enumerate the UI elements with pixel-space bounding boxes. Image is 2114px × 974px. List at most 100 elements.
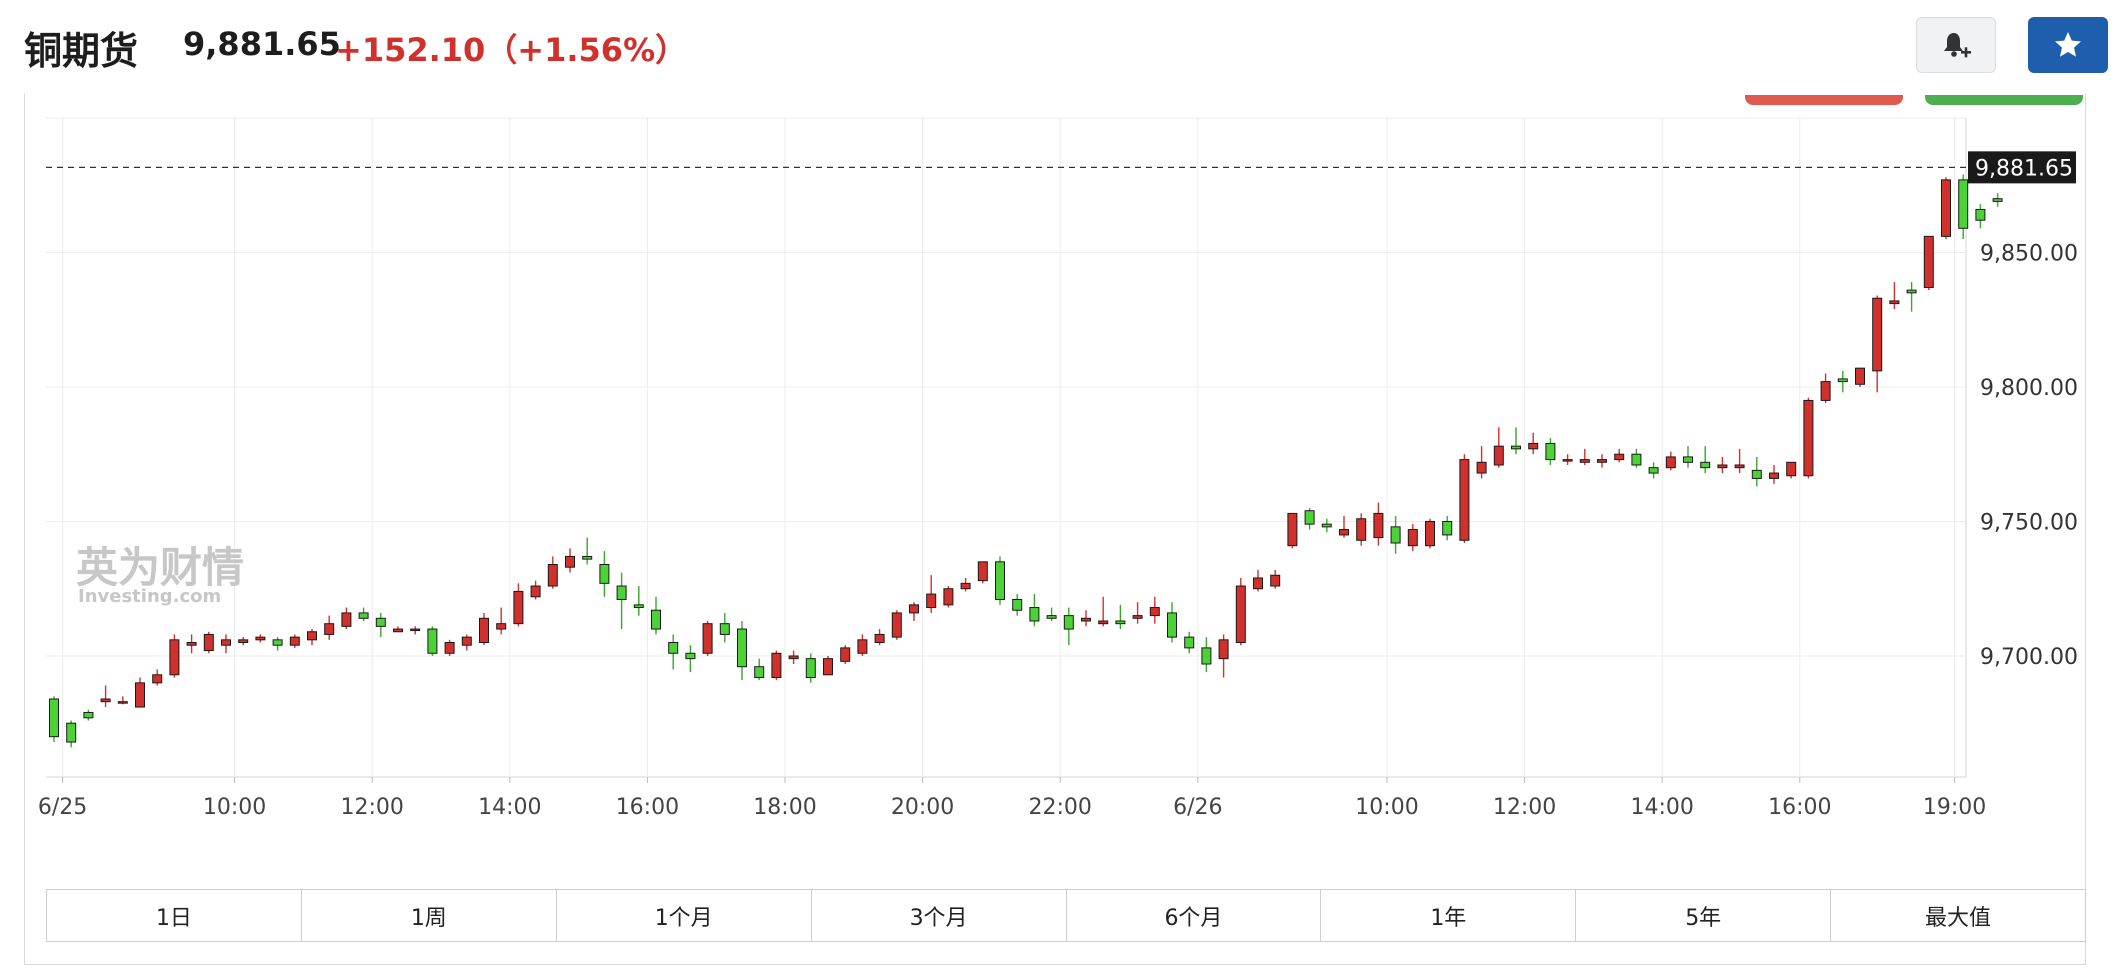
tab-6m[interactable]: 6个月 [1067,890,1322,941]
candle-body [1872,297,1883,372]
candle [1631,448,1642,468]
candle-body [1407,529,1418,547]
tab-max[interactable]: 最大值 [1925,905,1992,931]
candle-body [1855,367,1865,385]
candle-body [1012,598,1023,611]
candle-body [1941,179,1951,237]
candle [1459,454,1470,543]
candle [135,677,145,708]
candle-body [771,652,782,678]
candle-body [874,633,885,644]
y-tick-label: 9,750.00 [1980,510,2078,535]
candle [49,696,59,743]
candle-body [1235,585,1246,644]
candle [1545,438,1556,465]
candle [874,629,885,646]
candle [1407,524,1418,552]
candle-body [1683,456,1693,463]
candle-body [805,658,816,678]
last-price-tag [1968,151,2076,184]
candle-body [1442,520,1453,536]
add-alert-button[interactable] [1916,17,1996,73]
candle-body [1511,445,1521,450]
candle [513,583,524,627]
candle [1889,282,1900,309]
candle-body [1751,469,1762,479]
candle-body [943,588,954,606]
candle-body [1476,461,1487,474]
candle [1029,594,1040,627]
candle [1975,204,1986,229]
favorite-button[interactable] [2028,17,2108,73]
candle [1786,461,1797,479]
candle-body [1906,289,1917,294]
candle-body [1769,472,1779,479]
watermark: 英为财情 Investing.com [76,543,244,607]
bell-plus-icon [1944,33,1971,58]
sell-button[interactable] [1745,95,1903,105]
candle [393,626,403,633]
candle-body [616,585,627,600]
tab-5y[interactable]: 5年 [1576,890,1832,941]
candle-body [547,564,558,587]
candle-body [530,585,541,598]
candle-body [1184,636,1195,649]
candle [221,634,231,654]
candle [496,607,507,635]
y-tick-label: 9,850.00 [1980,241,2078,266]
candle-body [49,698,59,738]
tab-1d[interactable]: 1日 [47,890,302,941]
x-tick-label: 6/25 [38,795,87,820]
candle [324,615,335,640]
candle [1287,512,1298,549]
candle-body [737,628,747,668]
candle-body [117,701,128,704]
candle [1476,446,1487,479]
y-tick-label: 9,700.00 [1980,645,2078,670]
tab-1y[interactable]: 1年 [1321,890,1577,941]
candle-body [1132,615,1143,619]
candle [1906,282,1917,312]
star-icon [2055,32,2081,57]
tab-1w[interactable]: 1周 [302,890,557,941]
candle [1356,513,1367,546]
candle-body [565,555,575,568]
candle [272,637,283,651]
candle [1304,508,1315,530]
candle [943,586,954,608]
tab-1m[interactable]: 1个月 [557,890,812,941]
candle-body [1253,577,1263,590]
candle [427,626,438,656]
candle [599,551,610,597]
candlestick-chart[interactable]: 英为财情 Investing.com 9,881.65 9,700.00 9,75… [0,0,2114,880]
candle [1442,516,1453,541]
x-tick-label: 12:00 [340,795,403,820]
candle-body [358,612,369,619]
candle [651,596,661,635]
candle [805,653,816,683]
tab-3m[interactable]: 3个月 [812,890,1067,941]
candle-body [840,647,851,662]
candle [1597,454,1607,468]
candle-body [1321,523,1332,528]
candle-body [135,682,145,708]
candle [461,634,472,651]
candle [754,658,765,681]
candle-body [1717,464,1728,469]
candle-body [1081,617,1091,622]
candle [1992,193,2003,207]
candle-body [186,642,197,646]
candle [341,607,352,630]
last-price-line: 9,881.65 [46,151,2076,184]
candle-body [995,561,1005,600]
candle-body [891,612,902,638]
candle-body [823,658,833,676]
buy-button[interactable] [1925,95,2083,105]
candle [1820,373,1831,404]
candle-body [960,582,971,590]
candle [1734,448,1745,474]
candle [530,580,541,600]
watermark-cn: 英为财情 [76,543,244,592]
candle-body [909,604,919,614]
candle-body [1614,453,1625,461]
